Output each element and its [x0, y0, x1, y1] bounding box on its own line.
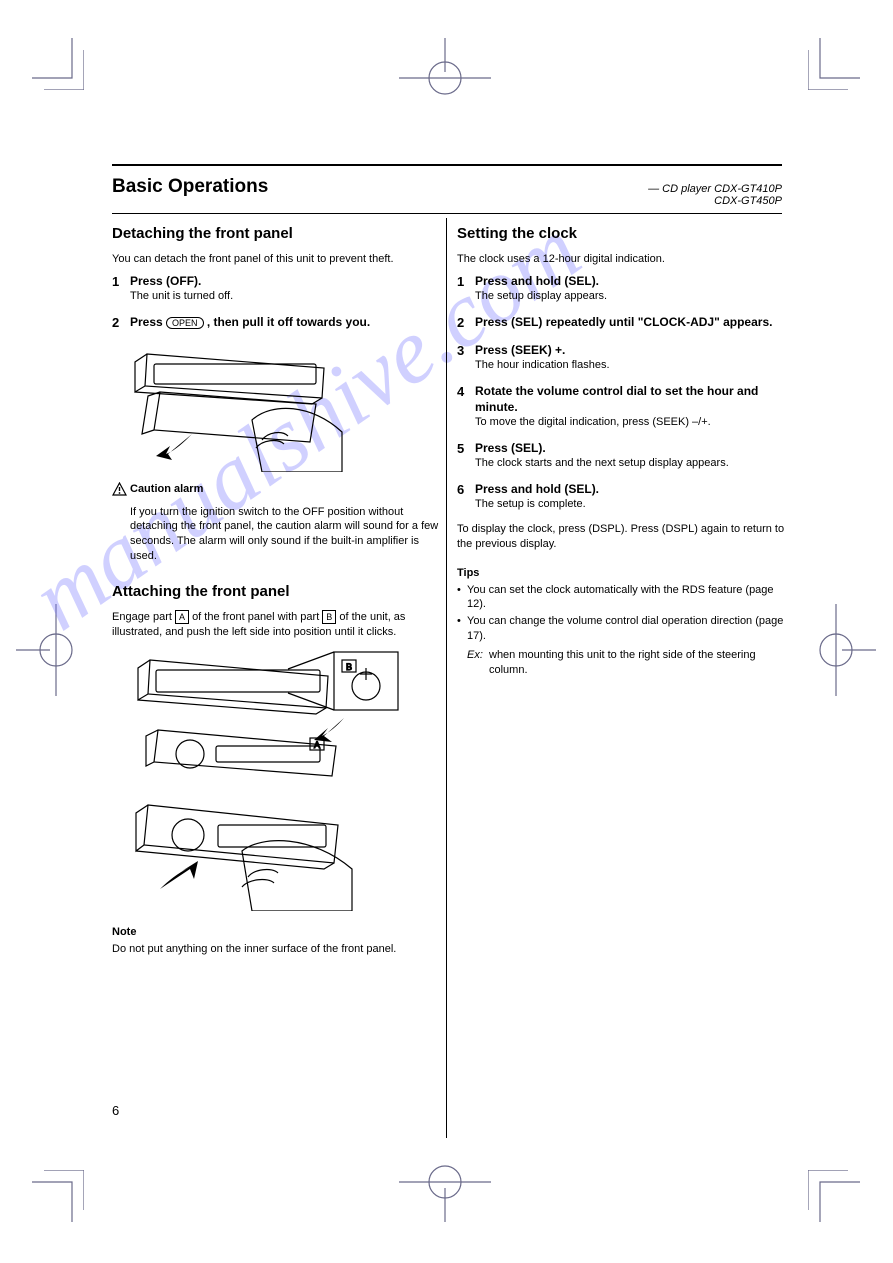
svg-text:A: A — [314, 740, 320, 750]
step-sub: The setup display appears. — [475, 289, 607, 304]
ex-text: when mounting this unit to the right sid… — [489, 648, 787, 678]
title-row: Basic Operations — CD player CDX-GT410P … — [112, 172, 782, 213]
step2-a: Press — [130, 315, 166, 329]
page-number: 6 — [112, 1103, 119, 1118]
step-sub: The setup is complete. — [475, 497, 599, 512]
rule-thin — [112, 213, 782, 214]
clock-intro: The clock uses a 12-hour digital indicat… — [457, 252, 787, 267]
crop-mark-br — [808, 1170, 860, 1222]
heading-clock: Setting the clock — [457, 224, 787, 244]
title-sub-line2: CDX-GT450P — [648, 195, 782, 207]
tip-text: You can change the volume control dial o… — [467, 614, 787, 644]
step-number: 5 — [457, 440, 475, 471]
attach-b: of the front panel with part — [192, 611, 322, 623]
tip-1: • You can set the clock automatically wi… — [457, 583, 787, 613]
note-heading: Note — [112, 925, 442, 940]
page-title: Basic Operations — [112, 176, 268, 198]
figure-attach-1: B A — [112, 646, 442, 781]
caution-body: If you turn the ignition switch to the O… — [130, 505, 442, 564]
note-text: Do not put anything on the inner surface… — [112, 942, 442, 957]
title-sub-line1: — CD player CDX-GT410P — [648, 183, 782, 195]
detach-step-1: 1 Press (OFF). The unit is turned off. — [112, 273, 442, 304]
tip-text: You can set the clock automatically with… — [467, 583, 787, 613]
tips-heading: Tips — [457, 566, 787, 581]
step-number: 2 — [112, 314, 130, 332]
caution-icon — [112, 482, 130, 501]
crop-mark-ml — [16, 600, 76, 700]
step-number: 1 — [112, 273, 130, 304]
left-column: Detaching the front panel You can detach… — [112, 218, 442, 957]
step-text: Press OPEN , then pull it off towards yo… — [130, 314, 370, 332]
label-b-icon: B — [322, 610, 336, 624]
right-column: Setting the clock The clock uses a 12-ho… — [457, 218, 787, 680]
tip-2: • You can change the volume control dial… — [457, 614, 787, 677]
heading-detach: Detaching the front panel — [112, 224, 442, 244]
clock-step-5: 5 Press (SEL). The clock starts and the … — [457, 440, 787, 471]
step-sub: To move the digital indication, press (S… — [475, 415, 787, 430]
step-text: Press (SEL). — [475, 440, 729, 456]
step2-b: , then pull it off towards you. — [207, 315, 370, 329]
figure-detach — [112, 342, 442, 472]
crop-mark-bl — [32, 1170, 84, 1222]
detach-intro: You can detach the front panel of this u… — [112, 252, 442, 267]
svg-text:B: B — [346, 662, 352, 672]
step-text: Press (OFF). — [130, 273, 233, 289]
column-divider — [446, 218, 447, 1138]
clock-step-6: 6 Press and hold (SEL). The setup is com… — [457, 481, 787, 512]
step-number: 4 — [457, 383, 475, 430]
label-a-icon: A — [175, 610, 189, 624]
attach-a: Engage part — [112, 611, 175, 623]
step-text: Press and hold (SEL). — [475, 273, 607, 289]
step-text: Press and hold (SEL). — [475, 481, 599, 497]
content-area: Basic Operations — CD player CDX-GT410P … — [112, 164, 782, 214]
crop-mark-tl — [32, 38, 84, 90]
step-text: Press (SEEK) +. — [475, 342, 610, 358]
step-text: Press (SEL) repeatedly until "CLOCK-ADJ"… — [475, 314, 772, 332]
open-button-icon: OPEN — [166, 317, 204, 329]
step-number: 3 — [457, 342, 475, 373]
attach-body: Engage part A of the front panel with pa… — [112, 610, 442, 640]
step-number: 1 — [457, 273, 475, 304]
clock-step-1: 1 Press and hold (SEL). The setup displa… — [457, 273, 787, 304]
crop-mark-mr — [816, 600, 876, 700]
step-number: 6 — [457, 481, 475, 512]
clock-step-4: 4 Rotate the volume control dial to set … — [457, 383, 787, 430]
title-sub: — CD player CDX-GT410P CDX-GT450P — [648, 183, 782, 207]
rule-top — [112, 164, 782, 166]
crop-mark-tr — [808, 38, 860, 90]
crop-mark-bc — [395, 1162, 495, 1222]
caution-row: Caution alarm — [112, 482, 442, 501]
tip-example: Ex: when mounting this unit to the right… — [467, 648, 787, 678]
step-text: Rotate the volume control dial to set th… — [475, 383, 787, 415]
caution-label: Caution alarm — [130, 482, 203, 497]
clock-step-2: 2 Press (SEL) repeatedly until "CLOCK-AD… — [457, 314, 787, 332]
bullet-icon: • — [457, 614, 467, 677]
crop-mark-tc — [395, 38, 495, 98]
step-sub: The hour indication flashes. — [475, 358, 610, 373]
heading-attach: Attaching the front panel — [112, 582, 442, 602]
detach-step-2: 2 Press OPEN , then pull it off towards … — [112, 314, 442, 332]
step-sub: The unit is turned off. — [130, 289, 233, 304]
step-number: 2 — [457, 314, 475, 332]
bullet-icon: • — [457, 583, 467, 613]
dspl-paragraph: To display the clock, press (DSPL). Pres… — [457, 522, 787, 552]
clock-step-3: 3 Press (SEEK) +. The hour indication fl… — [457, 342, 787, 373]
ex-label: Ex: — [467, 648, 489, 678]
figure-attach-2 — [112, 791, 442, 911]
page: { "page_number": "6", "watermark": "manu… — [0, 0, 893, 1263]
step-sub: The clock starts and the next setup disp… — [475, 456, 729, 471]
